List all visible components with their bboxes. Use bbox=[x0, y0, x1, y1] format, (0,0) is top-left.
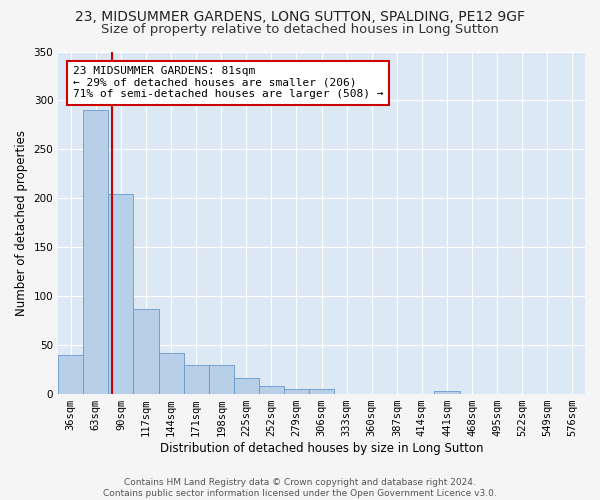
Bar bbox=[434, 391, 460, 394]
Text: 23 MIDSUMMER GARDENS: 81sqm
← 29% of detached houses are smaller (206)
71% of se: 23 MIDSUMMER GARDENS: 81sqm ← 29% of det… bbox=[73, 66, 383, 100]
Bar bbox=[83, 110, 109, 394]
X-axis label: Distribution of detached houses by size in Long Sutton: Distribution of detached houses by size … bbox=[160, 442, 484, 455]
Bar bbox=[234, 378, 259, 394]
Bar bbox=[58, 355, 83, 394]
Y-axis label: Number of detached properties: Number of detached properties bbox=[15, 130, 28, 316]
Bar bbox=[184, 364, 209, 394]
Bar bbox=[284, 389, 309, 394]
Bar bbox=[309, 389, 334, 394]
Bar bbox=[133, 309, 158, 394]
Bar bbox=[209, 364, 234, 394]
Bar bbox=[158, 353, 184, 394]
Bar bbox=[109, 194, 133, 394]
Text: 23, MIDSUMMER GARDENS, LONG SUTTON, SPALDING, PE12 9GF: 23, MIDSUMMER GARDENS, LONG SUTTON, SPAL… bbox=[75, 10, 525, 24]
Bar bbox=[259, 386, 284, 394]
Text: Contains HM Land Registry data © Crown copyright and database right 2024.
Contai: Contains HM Land Registry data © Crown c… bbox=[103, 478, 497, 498]
Text: Size of property relative to detached houses in Long Sutton: Size of property relative to detached ho… bbox=[101, 22, 499, 36]
